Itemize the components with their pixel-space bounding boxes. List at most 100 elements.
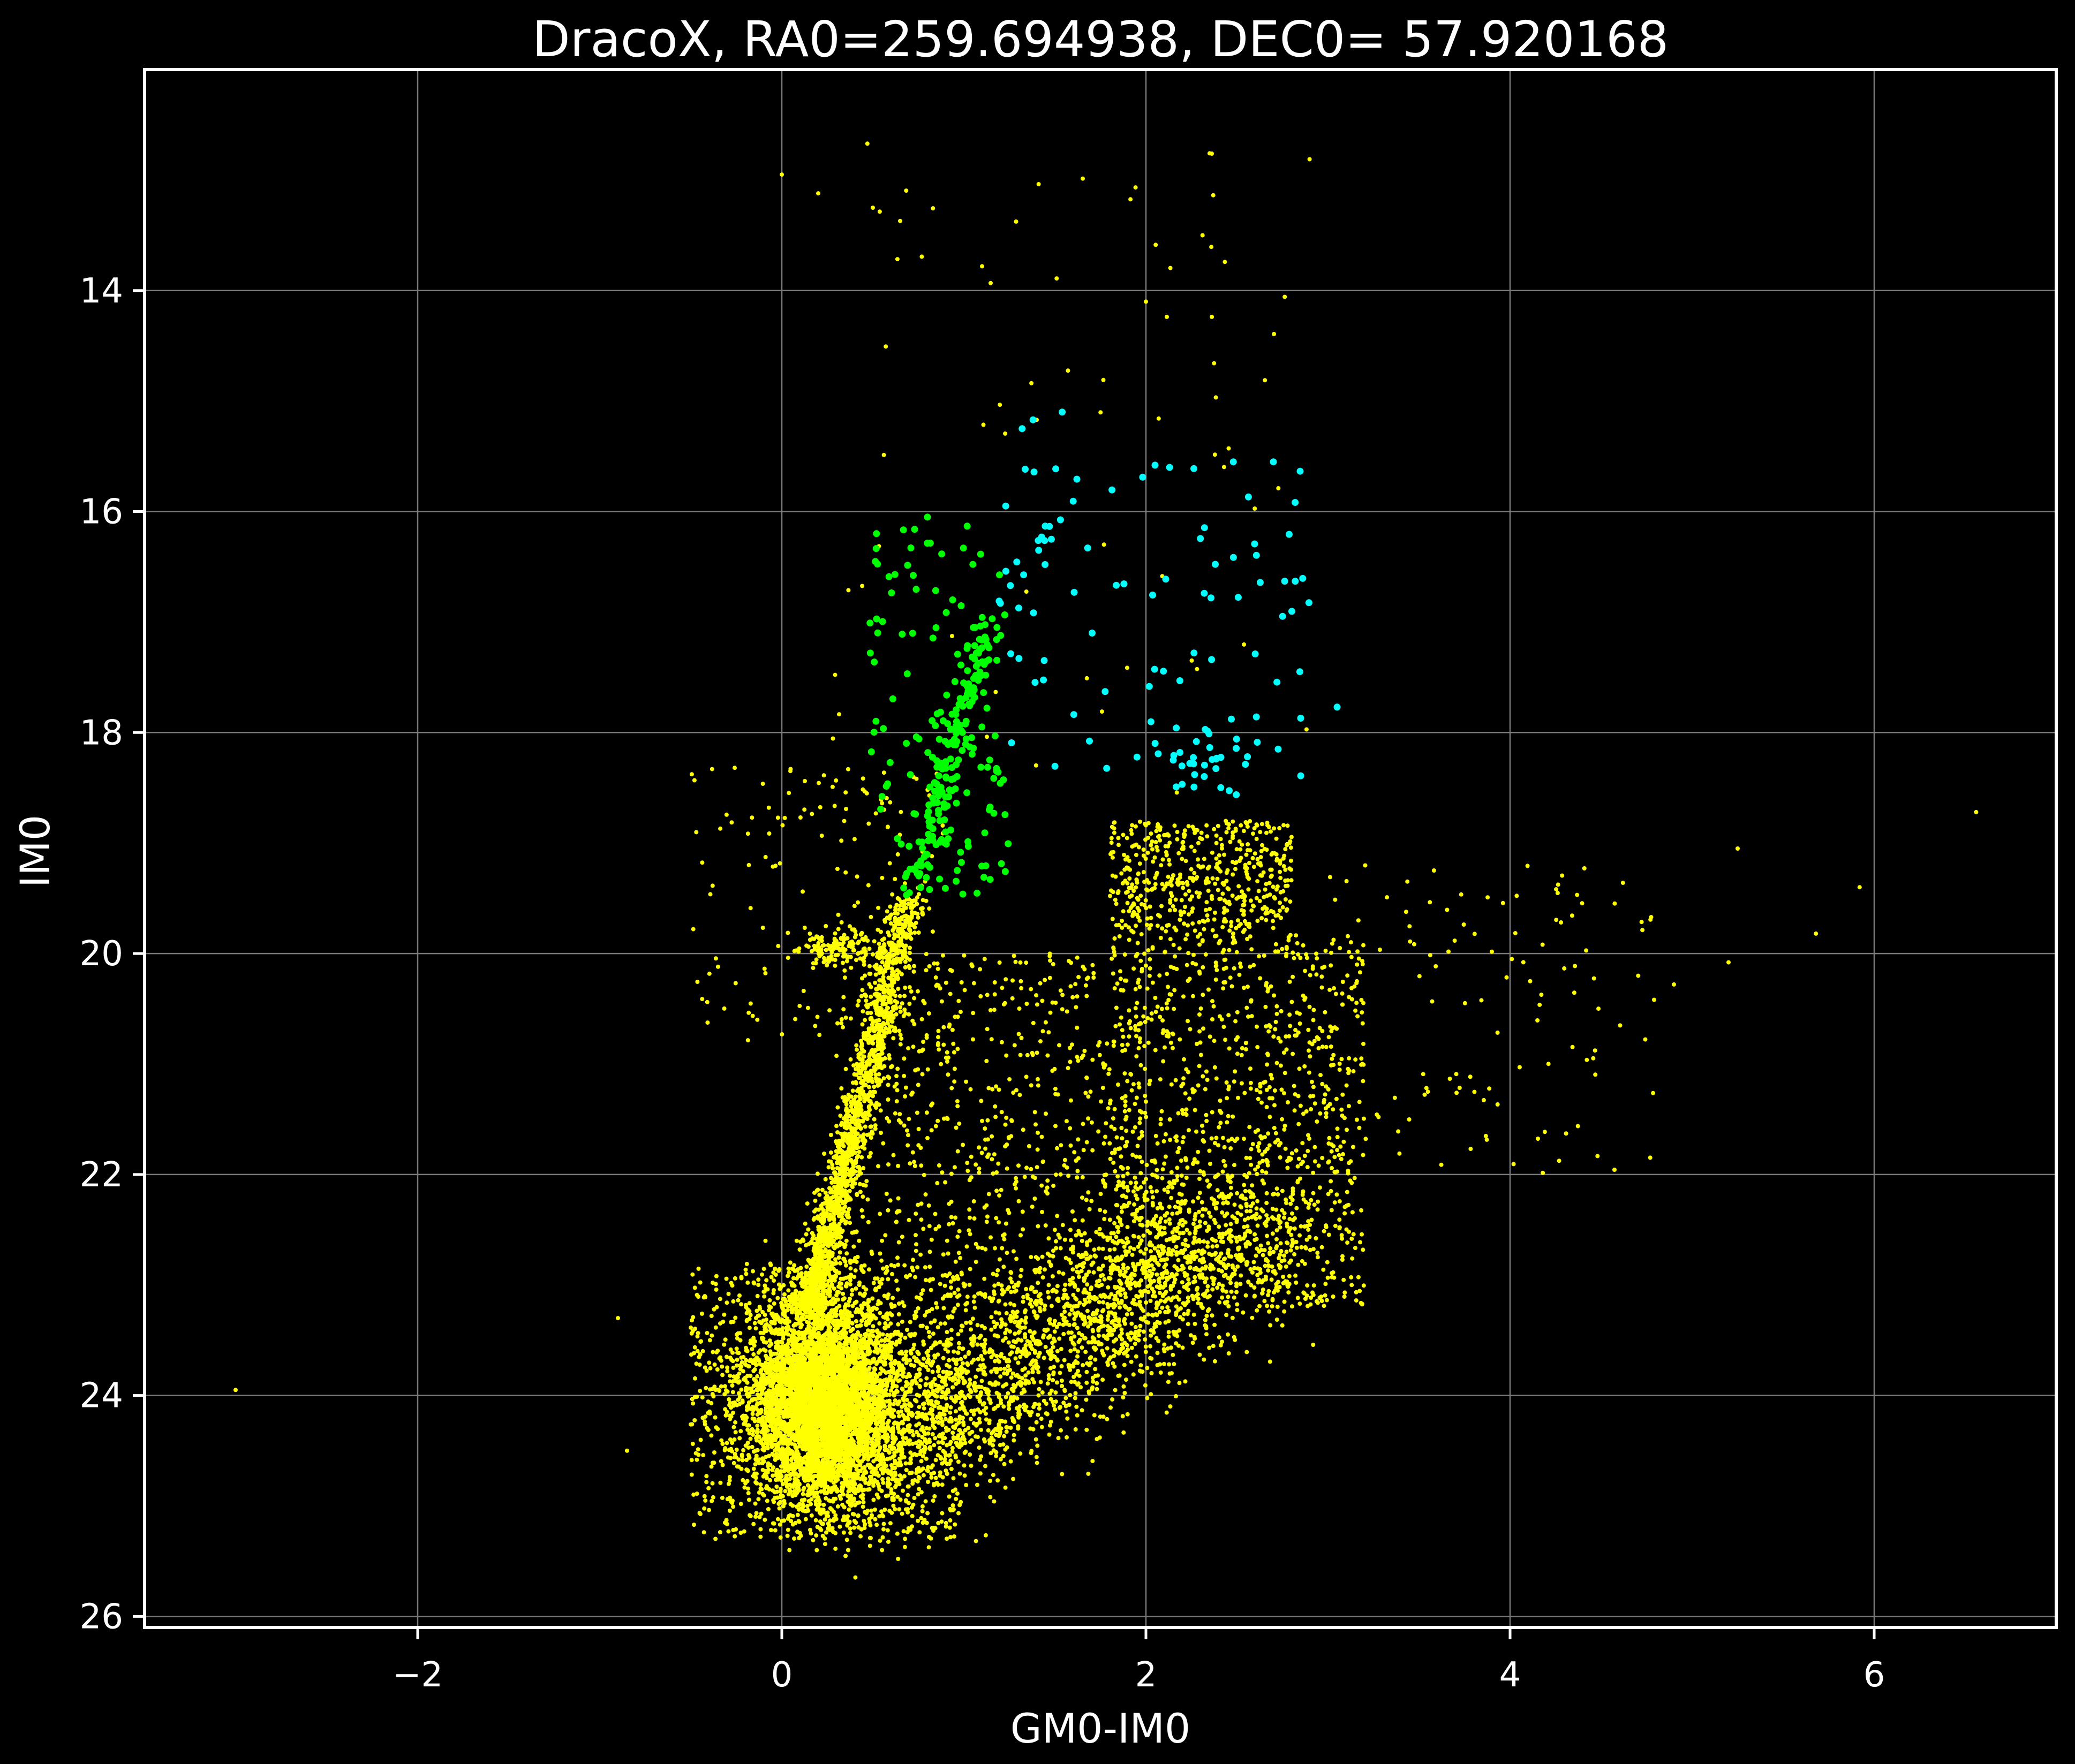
scatter-point	[794, 1354, 798, 1358]
scatter-point	[756, 1283, 760, 1287]
scatter-point	[854, 1319, 858, 1323]
scatter-point	[745, 1349, 750, 1353]
scatter-point	[702, 1506, 706, 1511]
scatter-point	[846, 1346, 850, 1350]
scatter-point	[805, 1493, 810, 1497]
scatter-point	[811, 1538, 815, 1542]
scatter-point	[723, 1384, 727, 1388]
scatter-point	[814, 1533, 818, 1538]
scatter-point	[789, 1396, 793, 1400]
scatter-point	[773, 1368, 778, 1372]
scatter-point	[754, 1454, 759, 1458]
scatter-point	[740, 1453, 744, 1457]
scatter-point	[852, 1526, 856, 1530]
scatter-point	[741, 1398, 745, 1403]
scatter-point	[754, 1403, 759, 1407]
scatter-point	[784, 1353, 788, 1358]
scatter-point	[774, 1313, 779, 1317]
scatter-point	[753, 1515, 758, 1519]
scatter-point	[824, 1496, 828, 1501]
scatter-point	[730, 1383, 735, 1388]
scatter-point	[841, 1292, 845, 1296]
scatter-point	[750, 1347, 754, 1351]
scatter-point	[731, 1299, 735, 1304]
scatter-point	[745, 1311, 749, 1315]
scatter-point	[818, 1388, 822, 1392]
scatter-point	[809, 1502, 813, 1506]
scatter-point	[776, 1433, 781, 1437]
scatter-point	[861, 1505, 865, 1509]
scatter-point	[797, 1349, 802, 1353]
scatter-point	[786, 1379, 790, 1383]
scatter-point	[805, 1320, 809, 1324]
scatter-point	[797, 1331, 802, 1336]
scatter-point	[866, 1457, 870, 1462]
scatter-point	[870, 1428, 874, 1433]
scatter-point	[778, 1368, 782, 1373]
scatter-point	[849, 1328, 854, 1333]
scatter-point	[833, 1547, 837, 1551]
scatter-point	[764, 1394, 768, 1398]
scatter-point	[832, 1286, 836, 1291]
scatter-point	[894, 1343, 898, 1347]
scatter-point	[754, 1481, 759, 1486]
scatter-point	[750, 1428, 754, 1432]
scatter-point	[827, 1325, 831, 1329]
scatter-point	[787, 1319, 791, 1323]
scatter-point	[778, 1523, 782, 1527]
scatter-point	[755, 1424, 759, 1428]
scatter-point	[781, 1297, 785, 1301]
scatter-point	[874, 1523, 879, 1527]
scatter-point	[873, 1508, 877, 1512]
scatter-point	[827, 1363, 831, 1367]
scatter-point	[793, 1405, 797, 1409]
scatter-point	[763, 1518, 767, 1522]
scatter-point	[798, 1364, 802, 1368]
scatter-point	[856, 1309, 860, 1314]
scatter-point	[796, 1474, 801, 1478]
scatter-point	[779, 1352, 783, 1357]
scatter-point	[779, 1410, 783, 1414]
scatter-point	[880, 1380, 885, 1384]
scatter-point	[737, 1457, 741, 1462]
scatter-point	[793, 1442, 797, 1447]
scatter-point	[769, 1351, 773, 1356]
scatter-point	[847, 1508, 851, 1512]
scatter-point	[744, 1458, 749, 1462]
scatter-point	[756, 1388, 760, 1392]
scatter-point	[854, 1268, 858, 1273]
scatter-point	[764, 1327, 768, 1331]
scatter-point	[713, 1362, 717, 1367]
scatter-point	[787, 1327, 791, 1331]
scatter-point	[764, 1318, 768, 1322]
scatter-point	[748, 1326, 752, 1330]
scatter-point	[795, 1449, 799, 1453]
scatter-point	[878, 1252, 882, 1256]
scatter-point	[783, 1320, 788, 1324]
scatter-point	[754, 1476, 758, 1480]
scatter-point	[888, 1355, 892, 1359]
scatter-point	[844, 1342, 849, 1346]
scatter-point	[751, 1433, 755, 1437]
scatter-point	[788, 1391, 792, 1395]
scatter-point	[827, 1473, 831, 1478]
scatter-point	[841, 1354, 845, 1358]
scatter-point	[799, 1318, 803, 1322]
scatter-point	[802, 1473, 806, 1477]
scatter-point	[744, 1358, 748, 1362]
scatter-point	[844, 1239, 849, 1243]
scatter-point	[722, 1343, 726, 1347]
scatter-point	[788, 1432, 792, 1436]
scatter-point	[804, 1265, 809, 1269]
scatter-point	[755, 1430, 759, 1435]
scatter-point	[753, 1321, 757, 1326]
scatter-point	[806, 1354, 811, 1359]
scatter-point	[895, 1495, 900, 1499]
scatter-point	[761, 1474, 766, 1479]
scatter-point	[817, 1481, 821, 1485]
scatter-point	[821, 1503, 826, 1507]
scatter-point	[746, 1491, 751, 1495]
scatter-point	[886, 1540, 891, 1544]
scatter-point	[871, 1324, 875, 1328]
